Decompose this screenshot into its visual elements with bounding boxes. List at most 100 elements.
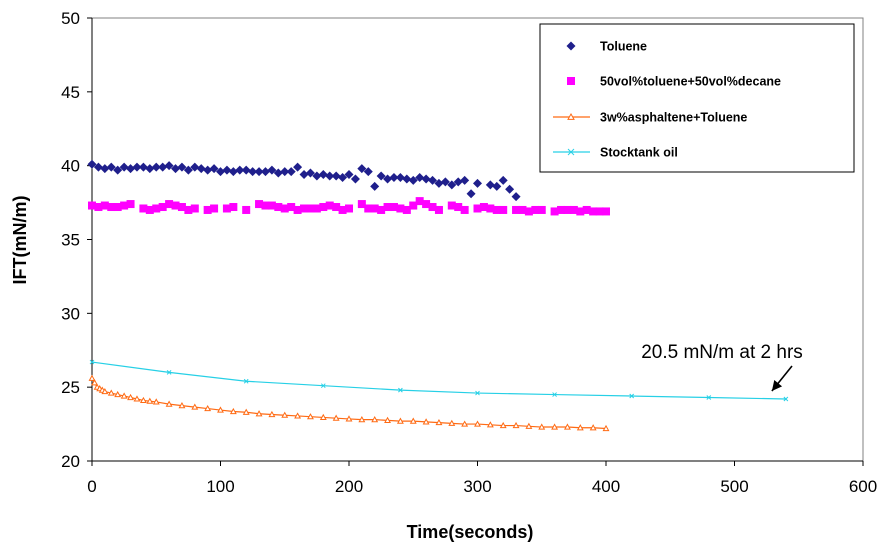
data-point-square: [267, 201, 276, 210]
data-point-triangle: [242, 408, 250, 415]
data-point-diamond: [87, 159, 97, 169]
data-point-square: [255, 200, 264, 209]
annotation-arrow-head: [771, 380, 783, 391]
y-tick-label: 45: [61, 83, 80, 102]
data-point-square: [88, 201, 96, 210]
data-point-square: [396, 204, 405, 213]
data-point-cross: [783, 396, 789, 402]
data-point-diamond: [222, 165, 232, 175]
data-point-triangle: [127, 393, 134, 401]
x-tick-label: 0: [87, 477, 96, 496]
data-point-triangle: [101, 387, 109, 395]
data-point-square: [139, 204, 148, 213]
data-point-diamond: [395, 172, 405, 182]
legend-label: Toluene: [600, 40, 647, 54]
y-tick-label: 35: [61, 231, 80, 250]
data-point-cross-stroke: [398, 387, 403, 393]
data-point-square: [312, 204, 321, 213]
data-point-cross-stroke: [706, 395, 712, 400]
data-point-triangle: [551, 423, 559, 430]
data-point-square: [524, 207, 533, 216]
data-point-square: [345, 204, 353, 213]
data-point-diamond: [428, 175, 438, 185]
data-point-diamond: [338, 172, 348, 182]
data-point-cross: [552, 392, 557, 397]
data-point-triangle: [486, 421, 494, 428]
data-point-triangle: [139, 396, 147, 404]
data-point-square: [460, 205, 469, 214]
data-point-square: [165, 200, 174, 209]
data-point-diamond: [138, 162, 148, 172]
data-point-diamond: [164, 161, 174, 171]
x-axis-title: Time(seconds): [407, 522, 534, 542]
data-point-square: [242, 205, 251, 214]
data-point-diamond: [286, 167, 296, 177]
data-point-square: [274, 203, 283, 212]
data-point-triangle: [589, 424, 597, 431]
data-point-diamond: [305, 168, 315, 178]
data-point-diamond: [415, 172, 425, 182]
data-point-triangle: [281, 411, 289, 418]
data-point-diamond: [183, 165, 193, 175]
x-tick-label: 600: [849, 477, 877, 496]
data-point-cross-stroke: [475, 390, 480, 396]
data-point-diamond: [421, 174, 431, 184]
data-point-triangle: [91, 379, 99, 386]
data-point-diamond: [132, 162, 142, 172]
data-point-diamond: [126, 164, 136, 174]
data-point-diamond: [209, 164, 219, 174]
data-point-diamond: [100, 164, 110, 174]
legend-swatch-marker: [566, 41, 576, 51]
data-point-diamond: [228, 167, 238, 177]
data-point-square: [364, 204, 373, 213]
data-point-triangle: [435, 418, 443, 426]
data-point-triangle: [229, 407, 237, 415]
data-point-square: [203, 205, 212, 214]
data-point-square: [319, 203, 328, 212]
data-point-diamond: [190, 162, 200, 172]
data-point-square: [229, 203, 238, 212]
data-point-triangle: [319, 413, 327, 421]
data-point-square: [589, 207, 598, 216]
data-point-diamond: [267, 165, 277, 175]
data-point-triangle: [152, 398, 160, 405]
data-point-cross-stroke: [243, 378, 249, 384]
data-point-square: [499, 205, 508, 214]
data-point-square: [434, 205, 443, 214]
data-point-cross: [475, 390, 480, 396]
data-point-square: [94, 203, 103, 212]
data-point-diamond: [177, 162, 187, 172]
data-point-diamond: [402, 174, 412, 184]
data-point-triangle: [133, 395, 141, 402]
series-diamond: [87, 159, 521, 202]
data-point-square: [210, 204, 219, 213]
data-point-cross-stroke: [89, 359, 95, 365]
data-point-square: [222, 204, 231, 213]
data-point-triangle: [307, 413, 314, 420]
data-point-diamond: [383, 174, 393, 184]
data-point-square: [557, 205, 566, 214]
y-tick-label: 30: [61, 304, 80, 323]
data-point-diamond: [145, 164, 155, 174]
data-point-square: [377, 205, 386, 214]
data-point-square: [184, 205, 193, 214]
data-point-triangle: [602, 424, 610, 432]
data-point-diamond: [485, 180, 495, 190]
data-point-triangle: [538, 423, 546, 430]
data-point-triangle: [358, 416, 366, 423]
data-point-square: [158, 203, 167, 212]
data-point-square: [512, 205, 521, 214]
data-point-square: [402, 205, 411, 214]
data-point-triangle: [384, 416, 391, 423]
data-point-square: [338, 205, 347, 214]
data-point-square: [370, 204, 379, 213]
data-point-square: [120, 201, 129, 210]
data-point-square: [152, 204, 161, 213]
series-triangle: [88, 374, 610, 432]
data-point-diamond: [235, 165, 245, 175]
data-point-diamond: [473, 178, 482, 188]
data-point-diamond: [158, 162, 168, 172]
data-point-diamond: [312, 171, 322, 181]
y-tick-label: 20: [61, 452, 80, 471]
